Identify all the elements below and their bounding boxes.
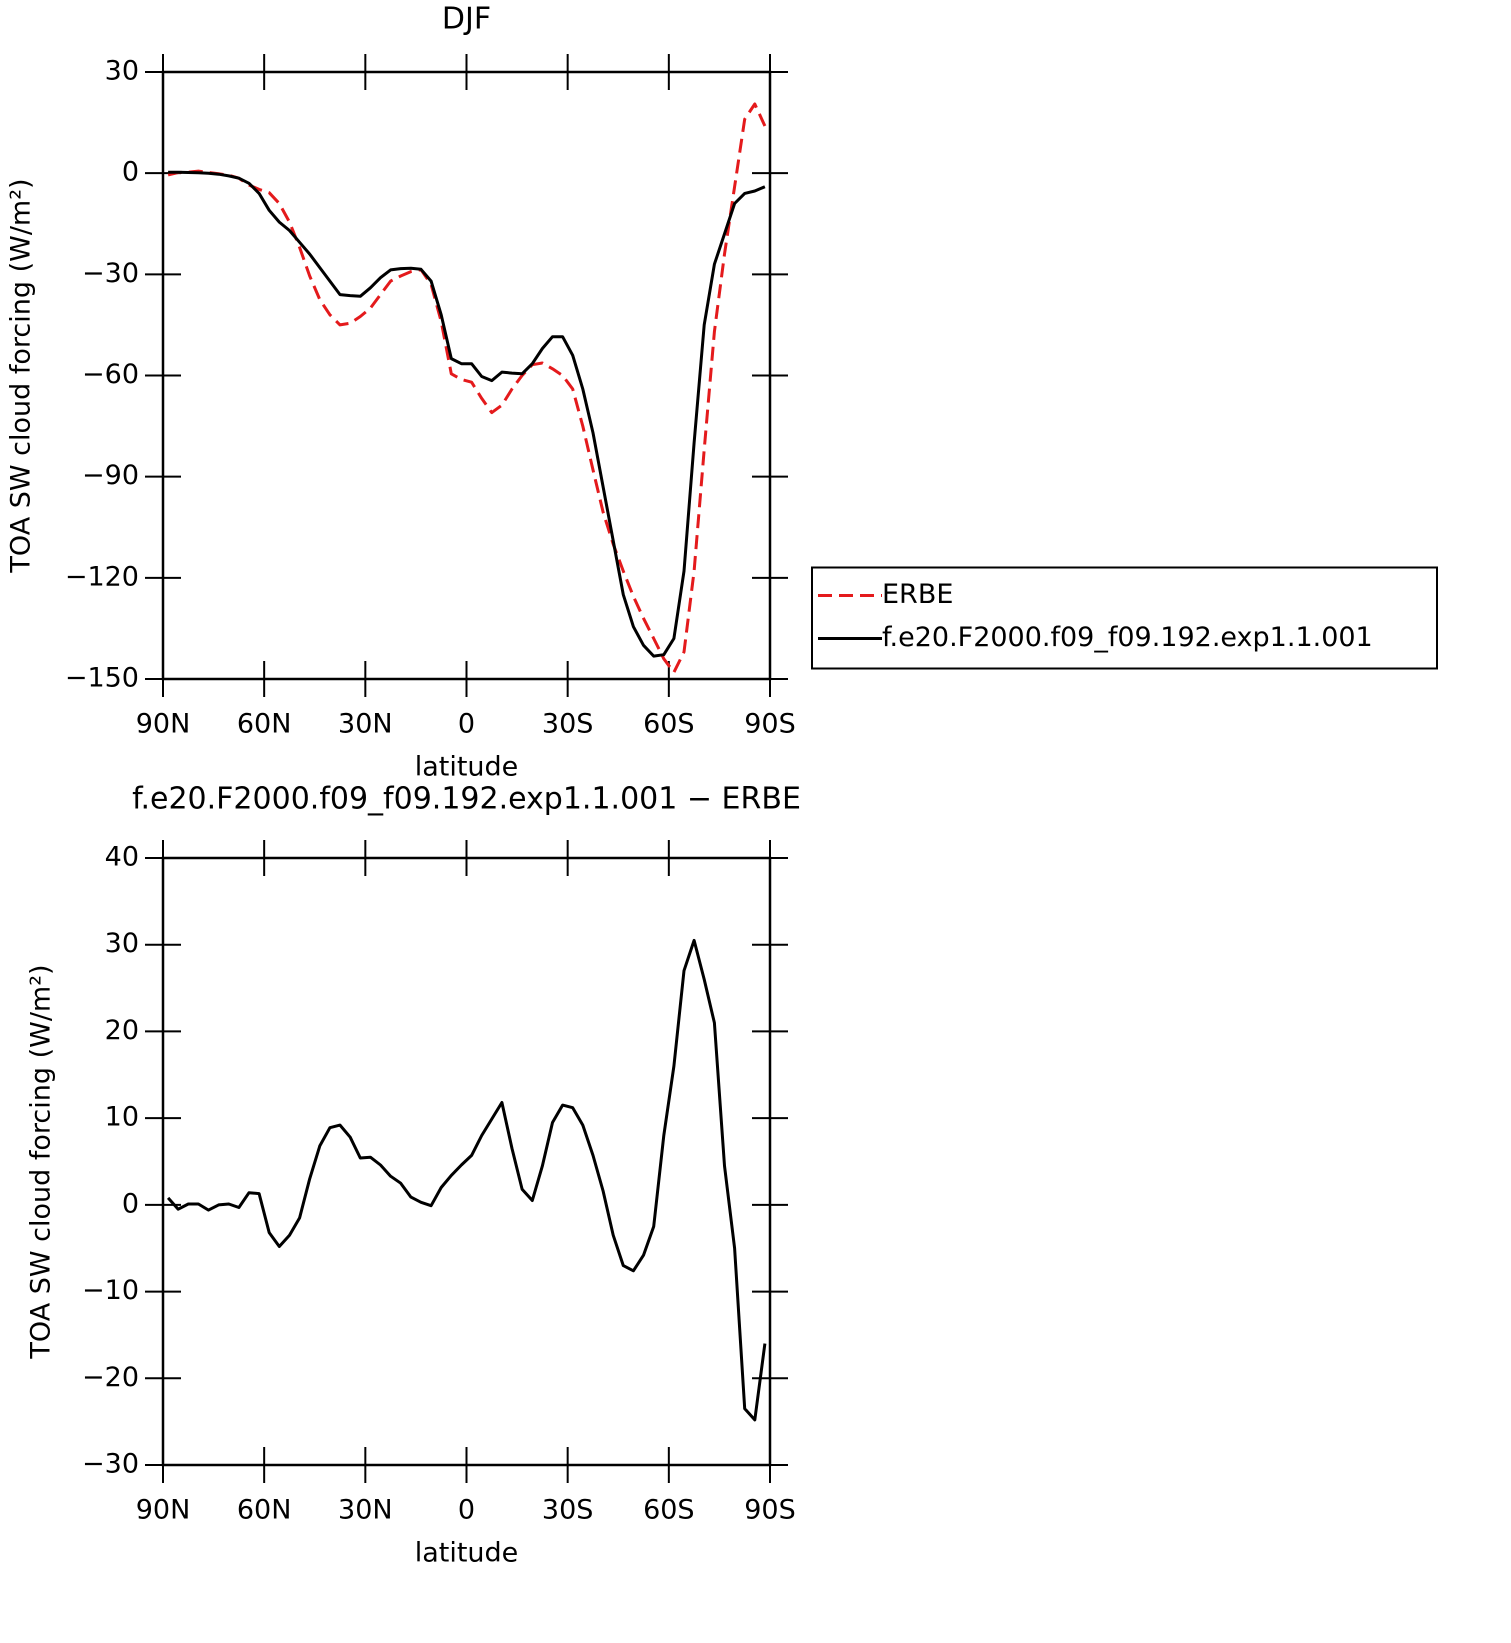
x-tick-label: 30N [338, 709, 393, 740]
x-tick-label: 90N [136, 1495, 191, 1526]
x-tick-label: 0 [458, 1495, 475, 1526]
series-line [167, 102, 767, 674]
y-tick-label: −30 [82, 1449, 139, 1480]
y-tick-label: 20 [105, 1015, 139, 1046]
x-tick-label: 90S [744, 709, 796, 740]
x-tick-label: 0 [458, 709, 475, 740]
legend-box [811, 566, 1438, 670]
chart-title: DJF [442, 2, 491, 37]
y-axis-label: TOA SW cloud forcing (W/m²) [6, 178, 37, 573]
y-tick-label: −120 [65, 561, 139, 592]
x-tick-label: 60N [237, 709, 292, 740]
y-axis-label: TOA SW cloud forcing (W/m²) [26, 964, 57, 1359]
legend-label: f.e20.F2000.f09_f09.192.exp1.1.001 [882, 622, 1373, 653]
y-tick-label: 30 [105, 56, 139, 87]
plot-frame [161, 70, 772, 681]
y-tick-label: −150 [65, 663, 139, 694]
y-tick-label: −90 [82, 460, 139, 491]
y-tick-label: −20 [82, 1362, 139, 1393]
y-tick-label: −10 [82, 1275, 139, 1306]
x-tick-label: 30S [542, 709, 594, 740]
x-tick-label: 30N [338, 1495, 393, 1526]
series-line [168, 170, 766, 658]
y-tick-label: 0 [122, 157, 139, 188]
x-tick-label: 60S [643, 709, 695, 740]
x-tick-label: 90N [136, 709, 191, 740]
series-line [166, 938, 767, 1422]
plot-frame [161, 856, 772, 1467]
y-tick-label: 40 [105, 842, 139, 873]
y-tick-label: −60 [82, 359, 139, 390]
x-tick-label: 90S [744, 1495, 796, 1526]
x-tick-label: 60S [643, 1495, 695, 1526]
y-tick-label: −30 [82, 258, 139, 289]
x-axis-label: latitude [415, 1538, 519, 1569]
x-axis-label: latitude [415, 752, 519, 783]
y-tick-label: 10 [105, 1102, 139, 1133]
x-tick-label: 30S [542, 1495, 594, 1526]
legend-label: ERBE [882, 579, 953, 610]
chart-title: f.e20.F2000.f09_f09.192.exp1.1.001 − ERB… [132, 782, 801, 817]
x-tick-label: 60N [237, 1495, 292, 1526]
y-tick-label: 30 [105, 928, 139, 959]
y-tick-label: 0 [122, 1188, 139, 1219]
